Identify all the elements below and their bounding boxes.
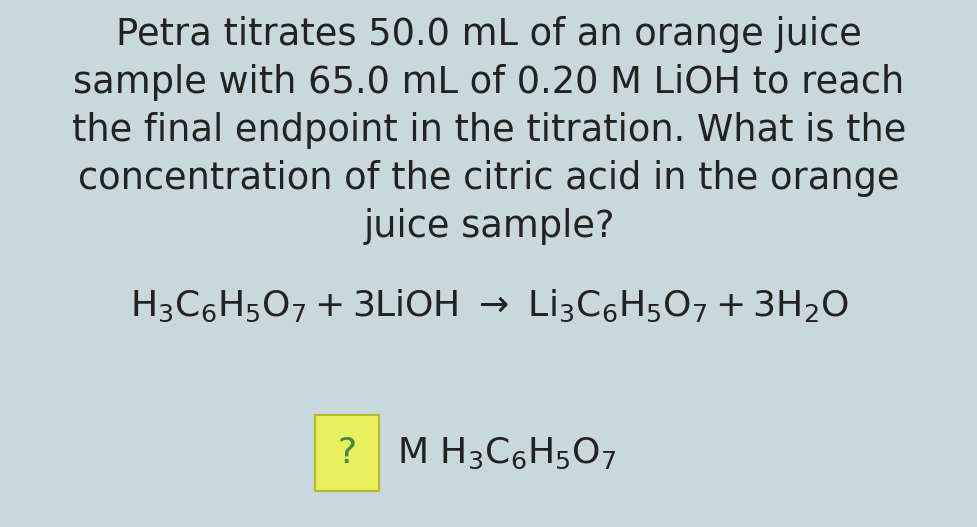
Text: ?: ?: [337, 436, 357, 470]
Text: $\mathrm{M\ H_3C_6H_5O_7}$: $\mathrm{M\ H_3C_6H_5O_7}$: [397, 436, 616, 471]
FancyBboxPatch shape: [315, 415, 379, 491]
Text: $\mathrm{H_3C_6H_5O_7 + 3LiOH}$$\mathrm{\ \rightarrow \ Li_3C_6H_5O_7 + 3H_2O}$: $\mathrm{H_3C_6H_5O_7 + 3LiOH}$$\mathrm{…: [129, 288, 848, 324]
Text: Petra titrates 50.0 mL of an orange juice
sample with 65.0 mL of 0.20 M LiOH to : Petra titrates 50.0 mL of an orange juic…: [71, 16, 906, 245]
